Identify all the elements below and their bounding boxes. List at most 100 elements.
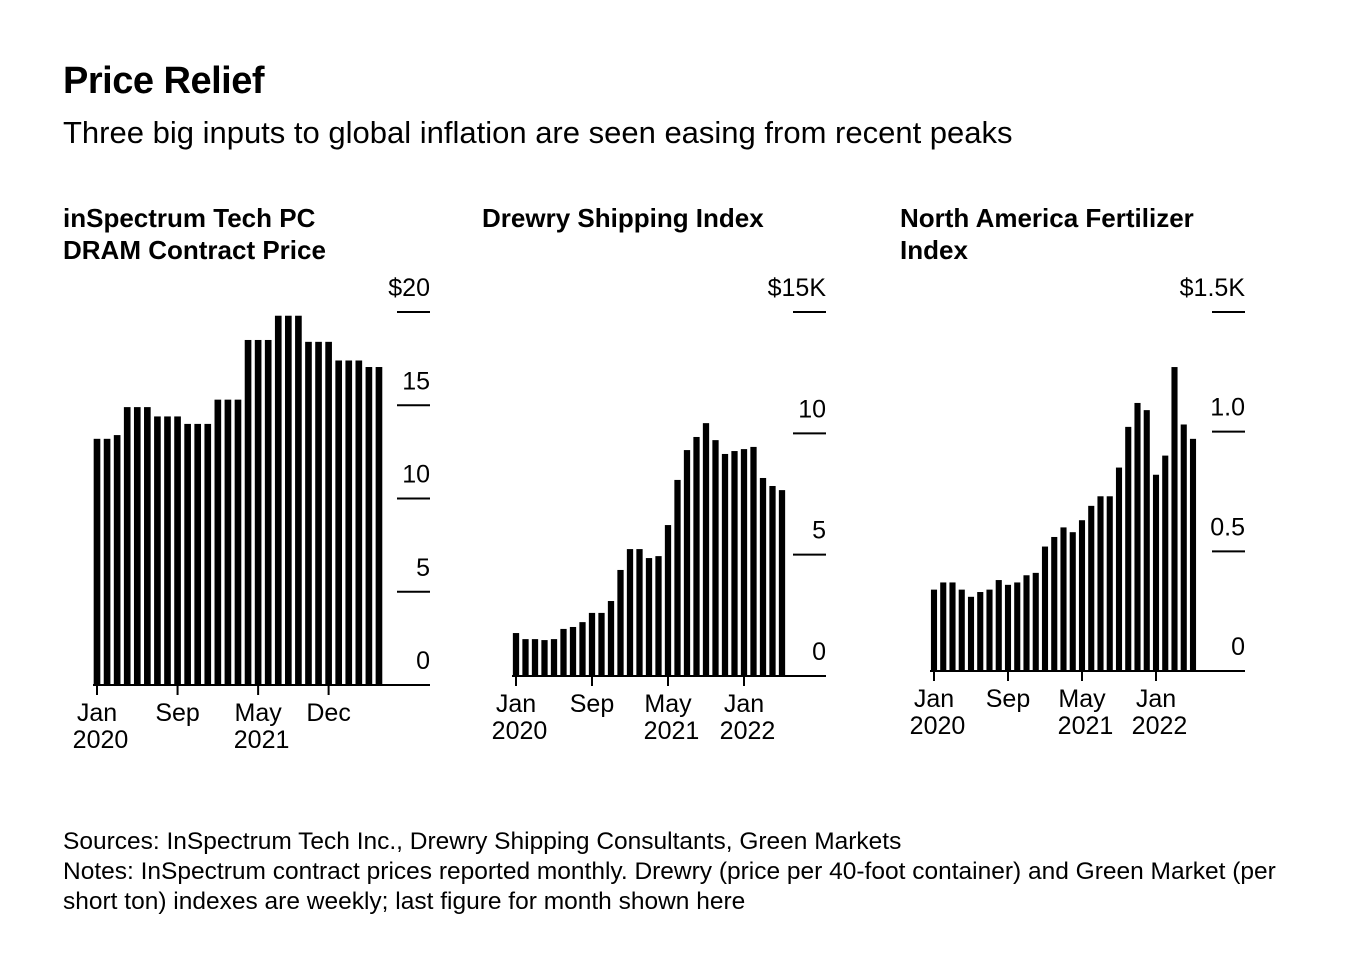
bar bbox=[1014, 582, 1021, 671]
bar bbox=[674, 479, 681, 676]
bar bbox=[560, 628, 567, 676]
x-tick-label: May 2021 bbox=[637, 690, 700, 745]
bar bbox=[103, 438, 111, 685]
x-tick-label: May 2021 bbox=[227, 699, 290, 754]
bar bbox=[588, 612, 596, 676]
bar bbox=[702, 423, 710, 676]
bar bbox=[1032, 572, 1039, 671]
y-tick-label: 0.5 bbox=[1210, 513, 1245, 541]
bar bbox=[645, 558, 653, 676]
y-tick-label: $15K bbox=[768, 274, 827, 302]
sources: Sources: InSpectrum Tech Inc., Drewry Sh… bbox=[63, 828, 902, 855]
y-tick-label: 5 bbox=[812, 517, 826, 545]
y-tick-label: $20 bbox=[388, 274, 430, 302]
x-tick-label: Jan 2022 bbox=[713, 690, 776, 745]
x-tick-label: Jan 2020 bbox=[485, 690, 548, 745]
y-tick-label: 0 bbox=[1231, 633, 1245, 661]
bar bbox=[305, 341, 312, 685]
bar bbox=[579, 622, 586, 676]
x-tick-label: Dec bbox=[306, 699, 350, 727]
bar bbox=[174, 416, 181, 685]
bar bbox=[1051, 536, 1058, 671]
y-tick-label: 10 bbox=[402, 461, 430, 489]
bar bbox=[345, 360, 353, 685]
subtitle: Three big inputs to global inflation are… bbox=[63, 115, 1013, 150]
bar bbox=[522, 639, 529, 676]
bar bbox=[133, 407, 141, 685]
bar bbox=[930, 589, 938, 671]
bar bbox=[315, 341, 322, 685]
bar bbox=[1171, 367, 1178, 671]
x-tick-label: May 2021 bbox=[1051, 685, 1114, 740]
bar bbox=[1106, 496, 1113, 671]
bar bbox=[750, 446, 757, 676]
bar bbox=[1152, 474, 1160, 671]
bar bbox=[940, 582, 947, 671]
bar bbox=[1004, 584, 1012, 671]
x-tick-label: Sep bbox=[155, 699, 199, 727]
y-tick-label: 5 bbox=[416, 554, 430, 582]
bar bbox=[664, 525, 672, 676]
bar bbox=[1060, 527, 1067, 671]
bar bbox=[778, 490, 786, 676]
bar bbox=[512, 633, 520, 676]
bar bbox=[731, 451, 738, 676]
bar bbox=[626, 549, 634, 676]
bar bbox=[123, 407, 131, 685]
bar bbox=[569, 626, 577, 676]
bar bbox=[541, 640, 548, 676]
bar bbox=[164, 416, 171, 685]
bar bbox=[254, 339, 262, 685]
bar bbox=[1088, 505, 1095, 671]
bar bbox=[214, 399, 222, 685]
notes: Notes: InSpectrum contract prices report… bbox=[63, 858, 1276, 915]
bar bbox=[295, 315, 302, 685]
y-tick-label: 0 bbox=[812, 638, 826, 666]
bar bbox=[958, 589, 965, 671]
bar bbox=[1125, 426, 1132, 671]
panel-title: Drewry Shipping Index bbox=[482, 203, 764, 233]
bar bbox=[967, 596, 975, 671]
x-tick-label: Jan 2020 bbox=[903, 685, 966, 740]
bar bbox=[769, 485, 776, 676]
bar bbox=[995, 580, 1002, 671]
panel-title: North America Fertilizer Index bbox=[900, 203, 1194, 265]
y-tick-label: $1.5K bbox=[1180, 274, 1246, 302]
bar bbox=[184, 423, 191, 685]
bar bbox=[113, 435, 121, 685]
bar bbox=[285, 315, 292, 685]
bar bbox=[1097, 496, 1104, 671]
bar bbox=[1189, 438, 1197, 671]
bar bbox=[244, 339, 252, 685]
x-tick-label: Jan 2020 bbox=[66, 699, 129, 754]
bar bbox=[365, 367, 373, 685]
bar bbox=[949, 582, 956, 671]
bar bbox=[274, 315, 282, 685]
bar bbox=[93, 438, 101, 685]
bar bbox=[740, 449, 748, 676]
bar bbox=[531, 639, 539, 676]
panel-title: inSpectrum Tech PC DRAM Contract Price bbox=[63, 203, 326, 265]
bar bbox=[224, 399, 232, 685]
bar bbox=[1180, 424, 1187, 671]
bar bbox=[375, 367, 383, 685]
bar bbox=[607, 601, 615, 676]
x-tick-label: Sep bbox=[570, 690, 614, 718]
bar bbox=[550, 639, 558, 676]
y-tick-label: 15 bbox=[402, 367, 430, 395]
bar bbox=[1134, 402, 1141, 671]
bar bbox=[154, 416, 161, 685]
bar bbox=[693, 436, 700, 676]
bar bbox=[204, 423, 212, 685]
bar bbox=[1069, 532, 1076, 671]
bar bbox=[712, 440, 719, 676]
bar bbox=[234, 399, 242, 685]
bar bbox=[1162, 455, 1169, 671]
bar bbox=[1078, 520, 1086, 671]
bar bbox=[325, 341, 332, 685]
x-tick-label: Jan 2022 bbox=[1125, 685, 1188, 740]
bar bbox=[598, 612, 605, 676]
bar bbox=[264, 339, 272, 685]
bar bbox=[759, 477, 767, 676]
